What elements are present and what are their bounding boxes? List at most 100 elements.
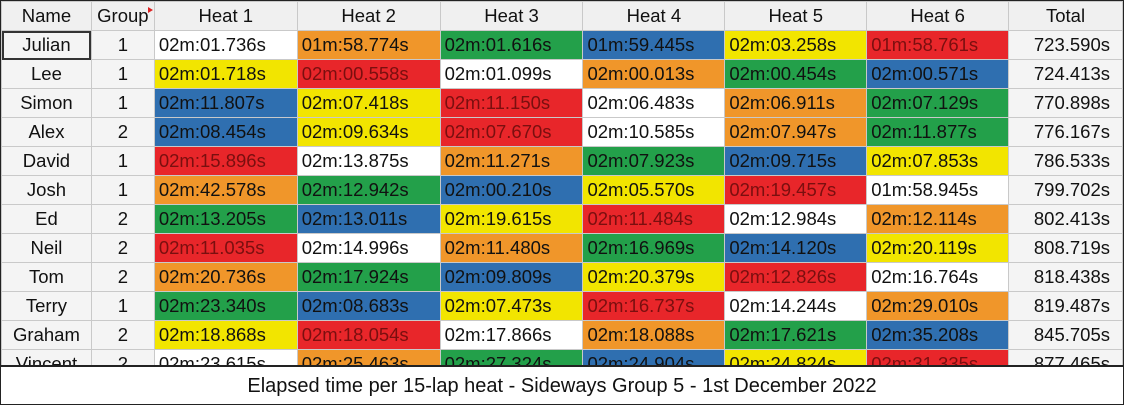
cell-heat-5[interactable]: 02m:12.826s xyxy=(724,262,868,292)
cell-total[interactable]: 845.705s xyxy=(1008,320,1123,350)
cell-heat-2[interactable]: 02m:00.558s xyxy=(296,59,441,89)
cell-heat-3[interactable]: 02m:07.670s xyxy=(439,117,584,147)
cell-heat-5[interactable]: 02m:09.715s xyxy=(724,146,868,176)
cell-heat-6[interactable]: 02m:00.571s xyxy=(866,59,1010,89)
column-header-heat-6[interactable]: Heat 6 xyxy=(866,1,1010,31)
cell-name[interactable]: Terry xyxy=(1,291,92,321)
cell-heat-4[interactable]: 01m:59.445s xyxy=(582,30,726,60)
cell-heat-3[interactable]: 02m:01.616s xyxy=(439,30,584,60)
cell-name[interactable]: Neil xyxy=(1,233,92,263)
cell-heat-5[interactable]: 02m:06.911s xyxy=(724,88,868,118)
cell-heat-4[interactable]: 02m:05.570s xyxy=(582,175,726,205)
column-header-heat-1[interactable]: Heat 1 xyxy=(153,1,298,31)
column-header-group[interactable]: Group xyxy=(90,1,155,31)
cell-total[interactable]: 818.438s xyxy=(1008,262,1123,292)
cell-heat-4[interactable]: 02m:00.013s xyxy=(582,59,726,89)
cell-heat-6[interactable]: 02m:11.877s xyxy=(866,117,1010,147)
cell-heat-1[interactable]: 02m:11.035s xyxy=(153,233,298,263)
cell-heat-4[interactable]: 02m:18.088s xyxy=(582,320,726,350)
cell-heat-5[interactable]: 02m:17.621s xyxy=(724,320,868,350)
cell-heat-4[interactable]: 02m:10.585s xyxy=(582,117,726,147)
cell-heat-6[interactable]: 02m:35.208s xyxy=(866,320,1010,350)
cell-heat-2[interactable]: 02m:09.634s xyxy=(296,117,441,147)
cell-total[interactable]: 819.487s xyxy=(1008,291,1123,321)
cell-group[interactable]: 1 xyxy=(90,146,155,176)
cell-heat-1[interactable]: 02m:11.807s xyxy=(153,88,298,118)
cell-heat-6[interactable]: 02m:12.114s xyxy=(866,204,1010,234)
cell-heat-4[interactable]: 02m:16.737s xyxy=(582,291,726,321)
cell-heat-4[interactable]: 02m:16.969s xyxy=(582,233,726,263)
column-header-name[interactable]: Name xyxy=(1,1,92,31)
cell-heat-6[interactable]: 02m:07.129s xyxy=(866,88,1010,118)
cell-heat-2[interactable]: 02m:13.875s xyxy=(296,146,441,176)
cell-heat-6[interactable]: 02m:16.764s xyxy=(866,262,1010,292)
cell-heat-5[interactable]: 02m:19.457s xyxy=(724,175,868,205)
cell-total[interactable]: 770.898s xyxy=(1008,88,1123,118)
cell-heat-3[interactable]: 02m:17.866s xyxy=(439,320,584,350)
column-header-heat-5[interactable]: Heat 5 xyxy=(724,1,868,31)
cell-heat-3[interactable]: 02m:11.271s xyxy=(439,146,584,176)
column-header-total[interactable]: Total xyxy=(1008,1,1123,31)
cell-heat-3[interactable]: 02m:00.210s xyxy=(439,175,584,205)
cell-group[interactable]: 1 xyxy=(90,30,155,60)
cell-heat-6[interactable]: 01m:58.761s xyxy=(866,30,1010,60)
cell-group[interactable]: 1 xyxy=(90,291,155,321)
cell-group[interactable]: 2 xyxy=(90,320,155,350)
cell-heat-5[interactable]: 02m:03.258s xyxy=(724,30,868,60)
cell-heat-6[interactable]: 02m:29.010s xyxy=(866,291,1010,321)
cell-group[interactable]: 1 xyxy=(90,88,155,118)
cell-heat-5[interactable]: 02m:07.947s xyxy=(724,117,868,147)
cell-total[interactable]: 808.719s xyxy=(1008,233,1123,263)
cell-group[interactable]: 2 xyxy=(90,204,155,234)
cell-heat-3[interactable]: 02m:11.480s xyxy=(439,233,584,263)
cell-heat-3[interactable]: 02m:09.809s xyxy=(439,262,584,292)
cell-heat-6[interactable]: 01m:58.945s xyxy=(866,175,1010,205)
cell-total[interactable]: 799.702s xyxy=(1008,175,1123,205)
cell-total[interactable]: 723.590s xyxy=(1008,30,1123,60)
cell-heat-6[interactable]: 02m:07.853s xyxy=(866,146,1010,176)
cell-name[interactable]: Simon xyxy=(1,88,92,118)
cell-total[interactable]: 776.167s xyxy=(1008,117,1123,147)
cell-group[interactable]: 2 xyxy=(90,262,155,292)
cell-heat-5[interactable]: 02m:00.454s xyxy=(724,59,868,89)
cell-total[interactable]: 786.533s xyxy=(1008,146,1123,176)
cell-heat-3[interactable]: 02m:01.099s xyxy=(439,59,584,89)
cell-group[interactable]: 1 xyxy=(90,59,155,89)
cell-name[interactable]: Josh xyxy=(1,175,92,205)
cell-heat-2[interactable]: 02m:08.683s xyxy=(296,291,441,321)
cell-heat-5[interactable]: 02m:12.984s xyxy=(724,204,868,234)
cell-heat-4[interactable]: 02m:07.923s xyxy=(582,146,726,176)
cell-heat-2[interactable]: 02m:13.011s xyxy=(296,204,441,234)
column-header-heat-2[interactable]: Heat 2 xyxy=(296,1,441,31)
cell-heat-4[interactable]: 02m:20.379s xyxy=(582,262,726,292)
cell-name[interactable]: David xyxy=(1,146,92,176)
column-header-heat-4[interactable]: Heat 4 xyxy=(582,1,726,31)
cell-name[interactable]: Graham xyxy=(1,320,92,350)
cell-heat-1[interactable]: 02m:01.736s xyxy=(153,30,298,60)
cell-heat-3[interactable]: 02m:07.473s xyxy=(439,291,584,321)
cell-name[interactable]: Tom xyxy=(1,262,92,292)
cell-group[interactable]: 2 xyxy=(90,117,155,147)
cell-group[interactable]: 1 xyxy=(90,175,155,205)
cell-heat-2[interactable]: 02m:12.942s xyxy=(296,175,441,205)
cell-name[interactable]: Ed xyxy=(1,204,92,234)
cell-heat-5[interactable]: 02m:14.120s xyxy=(724,233,868,263)
cell-group[interactable]: 2 xyxy=(90,233,155,263)
cell-total[interactable]: 724.413s xyxy=(1008,59,1123,89)
cell-heat-2[interactable]: 02m:14.996s xyxy=(296,233,441,263)
cell-heat-1[interactable]: 02m:13.205s xyxy=(153,204,298,234)
cell-name[interactable]: Lee xyxy=(1,59,92,89)
cell-heat-2[interactable]: 02m:07.418s xyxy=(296,88,441,118)
cell-name[interactable]: Alex xyxy=(1,117,92,147)
cell-heat-6[interactable]: 02m:20.119s xyxy=(866,233,1010,263)
cell-heat-1[interactable]: 02m:20.736s xyxy=(153,262,298,292)
cell-total[interactable]: 802.413s xyxy=(1008,204,1123,234)
column-header-heat-3[interactable]: Heat 3 xyxy=(439,1,584,31)
cell-heat-4[interactable]: 02m:06.483s xyxy=(582,88,726,118)
cell-heat-3[interactable]: 02m:19.615s xyxy=(439,204,584,234)
cell-heat-1[interactable]: 02m:23.340s xyxy=(153,291,298,321)
cell-name[interactable]: Julian xyxy=(1,30,92,60)
cell-heat-3[interactable]: 02m:11.150s xyxy=(439,88,584,118)
cell-heat-1[interactable]: 02m:08.454s xyxy=(153,117,298,147)
cell-heat-2[interactable]: 01m:58.774s xyxy=(296,30,441,60)
